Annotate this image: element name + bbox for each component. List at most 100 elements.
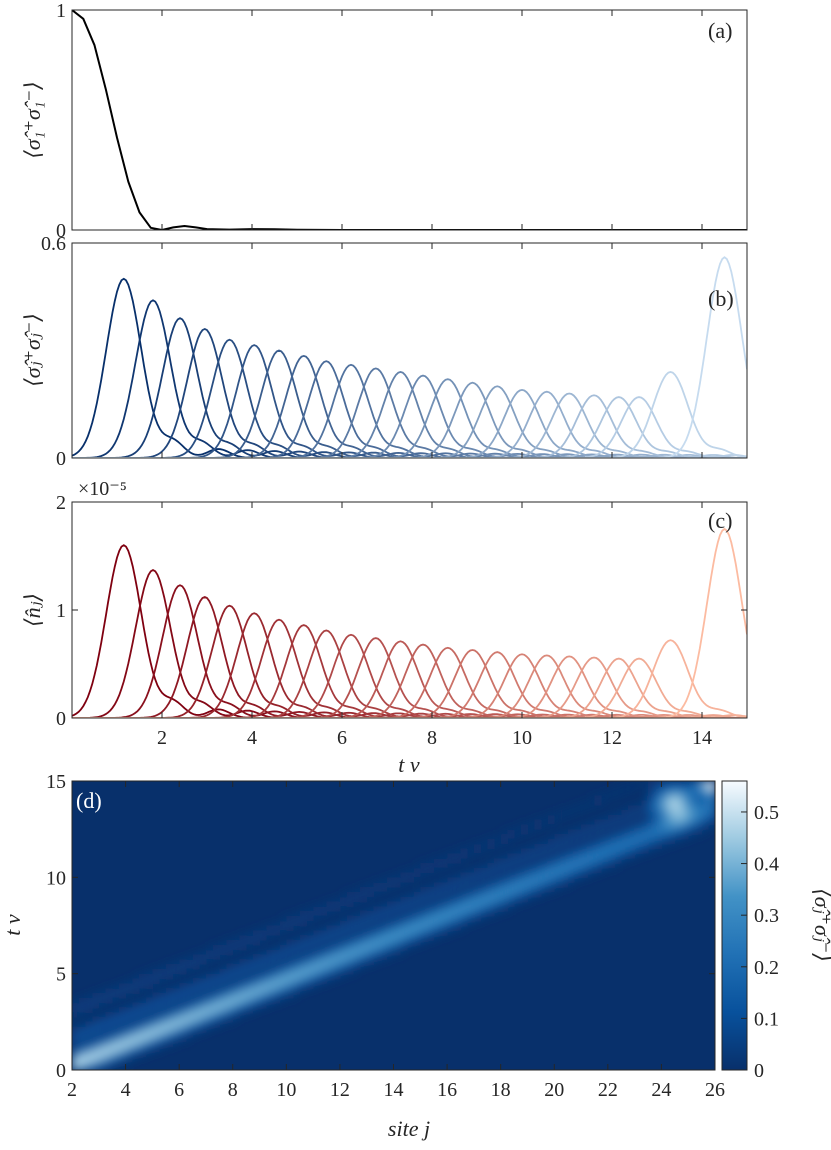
heat-cell [112,992,120,999]
heat-cell [159,1021,167,1028]
heat-cell [72,1031,80,1037]
heat-cell [366,891,374,898]
site-14-line [72,643,747,718]
y-tick-label: 0 [56,448,66,470]
heat-cell [500,887,508,893]
heat-cell [406,915,415,922]
heat-cell [112,1060,120,1066]
heat-cell [152,1002,160,1008]
heat-cell [85,1055,93,1061]
heat-cell [627,814,636,821]
heat-cell [694,800,703,806]
heat-cell [601,853,609,859]
heat-cell [333,973,341,980]
heat-cell [567,872,575,878]
heat-cell [540,843,549,849]
heat-cell [594,795,602,801]
x-tick-label: 4 [121,1079,131,1101]
heat-cell [105,1036,113,1042]
heat-cell [540,819,549,825]
heat-cell [299,949,307,955]
heat-cell [360,954,368,960]
heat-cell [373,906,381,912]
heat-cell [206,992,214,999]
heat-cell [654,805,662,811]
heat-cell [293,949,301,955]
heat-cell [152,1041,160,1047]
heat-cell [279,992,287,999]
heat-cell [567,858,575,864]
heat-cell [648,824,656,830]
heat-cell [487,901,495,907]
heat-cell [380,882,388,888]
heat-cell [145,1021,153,1028]
heat-cell [594,829,602,835]
heat-cell [701,814,709,821]
heat-cell [701,800,709,806]
heat-cell [654,824,662,830]
x-tick-label: 22 [598,1079,618,1101]
heat-cell [293,978,301,984]
panel-a-label: (a) [708,18,732,43]
heat-cell [313,940,321,946]
heat-cell [581,872,589,878]
heat-cell [661,819,669,825]
heat-cell [219,1012,227,1018]
heat-cell [252,1002,261,1008]
heat-cell [674,829,683,835]
heat-cell [246,935,254,941]
heat-cell [159,1026,167,1033]
heat-cell [199,1012,207,1018]
heat-cell [648,843,656,849]
heat-cell [554,877,562,883]
heat-cell [547,862,555,869]
heat-cell [206,1002,214,1008]
heat-cell [279,944,287,951]
heat-cell [239,997,247,1004]
heat-cell [206,988,214,994]
heat-cell [668,819,676,825]
heat-cell [286,944,294,951]
x-tick-label: 26 [705,1079,725,1101]
heat-cell [259,983,267,989]
heat-cell [339,925,348,931]
heat-cell [319,940,328,946]
heat-cell [480,887,488,893]
heat-cell [681,805,689,811]
site-3-line [72,568,747,718]
site-23-line [72,657,747,718]
heat-cell [272,968,281,975]
heat-cell [125,1007,133,1013]
heat-cell [252,940,261,946]
heat-cell [574,862,582,869]
x-tick-label: 8 [427,727,437,749]
heat-cell [366,911,374,917]
heat-cell [92,1017,100,1023]
heat-cell [313,964,321,970]
heat-cell [607,862,616,869]
heat-cell [185,988,194,994]
heat-cell [581,848,589,854]
heat-cell [132,988,140,994]
heat-cell [540,848,549,854]
heat-cell [688,809,696,816]
heat-cell [139,1017,147,1023]
heat-cell [554,882,562,888]
heat-cell [581,805,589,811]
heat-cell [145,997,153,1004]
heat-cell [440,858,448,864]
heat-cell [681,781,689,787]
heat-cell [339,964,348,970]
heat-cell [614,814,622,821]
heat-cell [494,891,502,898]
heat-cell [540,862,549,869]
heat-cell [534,882,542,888]
heat-cell [313,906,321,912]
heat-cell [453,877,462,883]
heat-cell [192,992,200,999]
heat-cell [98,1021,107,1028]
y-tick-label: 10 [46,867,66,889]
heat-cell [400,944,408,951]
